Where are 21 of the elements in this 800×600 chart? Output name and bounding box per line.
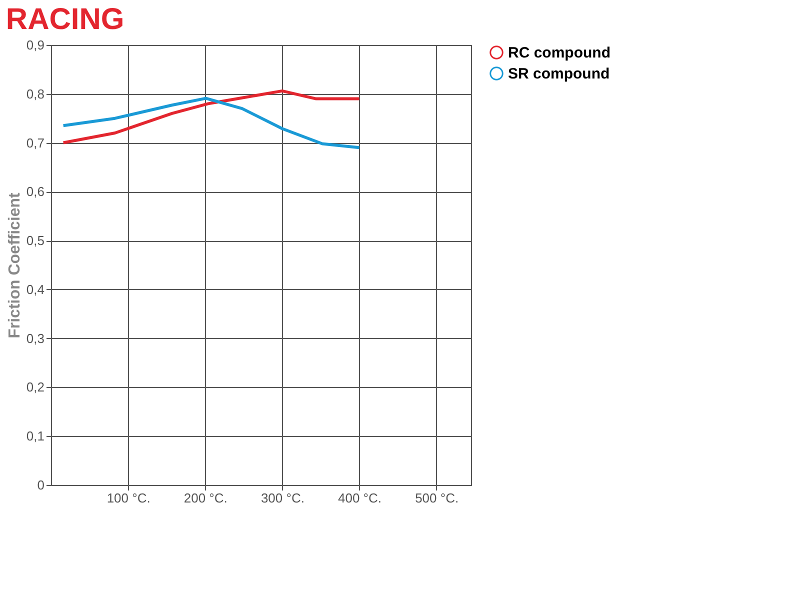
y-tick-label: 0,3 — [26, 330, 44, 346]
x-tick-label: 500 °C. — [415, 490, 459, 506]
legend-label: RC compound — [508, 44, 610, 62]
x-tick-label: 200 °C. — [184, 490, 228, 506]
y-tick-label: 0,9 — [26, 38, 44, 52]
line-series — [62, 89, 361, 144]
chart-title: RACING — [6, 3, 124, 36]
y-tick-label: 0,2 — [26, 380, 44, 395]
y-tick-label: 0,4 — [26, 282, 44, 297]
y-tick-label: 0,1 — [26, 428, 44, 444]
y-tick-label: 0 — [37, 478, 44, 492]
y-tick-label: 0,6 — [26, 184, 44, 200]
y-tick-label: 0,8 — [26, 86, 44, 102]
y-tick-label: 0,5 — [26, 233, 44, 248]
y-axis-title: Friction Coefficient — [6, 192, 24, 338]
x-tick-label: 300 °C. — [260, 490, 304, 506]
x-tick-label: 100 °C. — [106, 490, 150, 506]
x-tick-label: 400 °C. — [338, 490, 382, 506]
legend-label: SR compound — [508, 66, 610, 82]
line-series — [62, 96, 361, 150]
y-tick-label: 0,7 — [26, 135, 44, 150]
